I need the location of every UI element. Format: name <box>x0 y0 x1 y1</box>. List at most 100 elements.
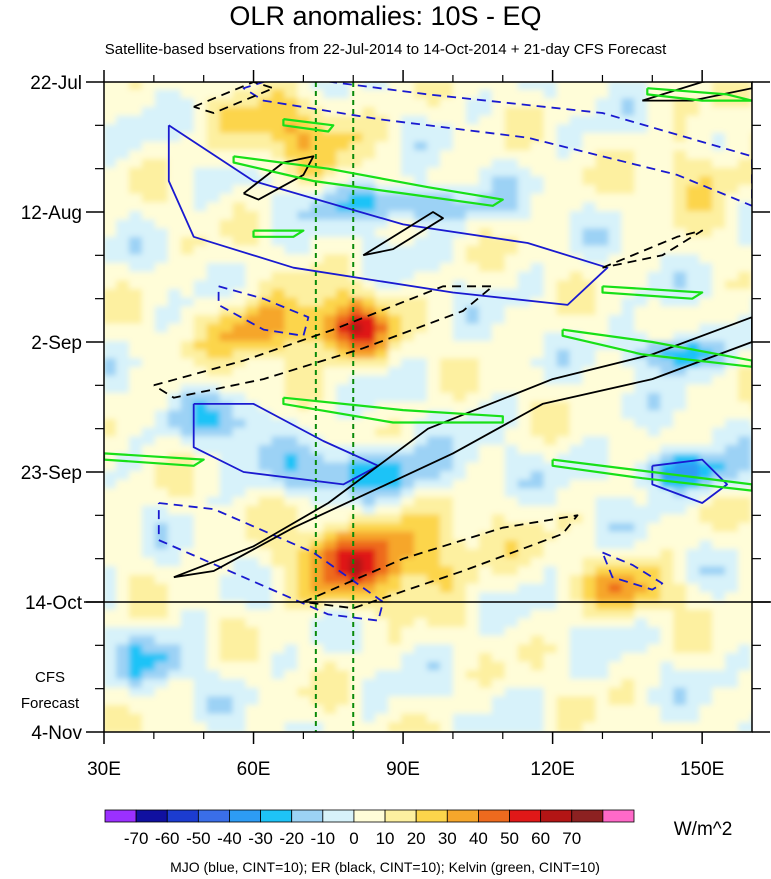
heatmap-cell <box>180 488 196 499</box>
heatmap-cell <box>660 332 676 343</box>
heatmap-cell <box>104 549 118 560</box>
heatmap-cell <box>543 471 559 482</box>
heatmap-cell <box>427 384 442 395</box>
heatmap-cell <box>388 471 404 482</box>
heatmap-cell <box>115 367 131 378</box>
heatmap-cell <box>323 653 339 664</box>
heatmap-cell <box>258 575 274 586</box>
mjo-contour <box>651 458 728 504</box>
heatmap-cell <box>621 462 637 473</box>
heatmap-cell <box>686 150 702 161</box>
heatmap-cell <box>738 705 752 716</box>
heatmap-cell <box>738 653 752 664</box>
heatmap-cell <box>699 82 715 92</box>
heatmap-cell <box>323 159 339 170</box>
heatmap-cell <box>271 124 287 135</box>
heatmap-cell <box>504 687 520 699</box>
heatmap-cell <box>349 609 365 621</box>
heatmap-cell <box>271 505 287 517</box>
heatmap-cell <box>478 211 494 222</box>
heatmap-cell <box>517 211 533 222</box>
heatmap-cell <box>439 315 455 326</box>
heatmap-cell <box>595 82 611 92</box>
heatmap-cell <box>414 514 429 525</box>
heatmap-cell <box>712 479 728 491</box>
heatmap-cell <box>388 107 404 118</box>
heatmap-cell <box>491 601 507 612</box>
heatmap-cell <box>504 133 520 144</box>
heatmap-cell <box>284 627 300 638</box>
heatmap-cell <box>673 263 689 274</box>
heatmap-cell <box>478 358 494 369</box>
heatmap-cell <box>375 323 391 335</box>
heatmap-cell <box>375 661 391 673</box>
heatmap-cell <box>686 653 702 664</box>
heatmap-cell <box>206 497 222 508</box>
heatmap-cell <box>647 98 663 109</box>
heatmap-cell <box>595 609 611 621</box>
heatmap-cell <box>232 445 248 456</box>
heatmap-cell <box>712 427 728 439</box>
heatmap-cell <box>104 185 118 196</box>
heatmap-cell <box>686 289 702 300</box>
heatmap-cell <box>141 237 157 248</box>
heatmap-cell <box>569 488 585 499</box>
heatmap-cell <box>660 185 676 196</box>
heatmap-cell <box>517 557 533 569</box>
heatmap-cell <box>465 566 481 577</box>
heatmap-cell <box>595 445 611 456</box>
heatmap-cell <box>517 505 533 517</box>
heatmap-cell <box>725 566 741 577</box>
heatmap-cell <box>634 419 650 430</box>
heatmap-cell <box>595 219 611 231</box>
heatmap-cell <box>427 601 442 612</box>
heatmap-cell <box>595 367 611 378</box>
heatmap-cell <box>478 661 494 673</box>
heatmap-cell <box>725 393 741 404</box>
heatmap-cell <box>297 479 313 491</box>
heatmap-cell <box>362 280 378 291</box>
heatmap-cell <box>569 393 585 404</box>
heatmap-cell <box>180 436 196 447</box>
heatmap-cell <box>349 280 365 291</box>
heatmap-cell <box>517 462 533 473</box>
heatmap-cell <box>141 471 157 482</box>
heatmap-cell <box>128 609 144 621</box>
heatmap-cell <box>686 141 702 153</box>
heatmap-cell <box>128 133 144 144</box>
heatmap-cell <box>245 254 261 265</box>
heatmap-cell <box>258 367 274 378</box>
heatmap-cell <box>647 341 663 352</box>
heatmap-cell <box>323 323 339 335</box>
heatmap-cell <box>193 159 209 170</box>
heatmap-cell <box>388 89 404 101</box>
heatmap-cell <box>167 540 183 551</box>
heatmap-cell <box>323 471 339 482</box>
heatmap-cell <box>608 393 624 404</box>
heatmap-cell <box>104 488 118 499</box>
heatmap-cell <box>647 566 663 577</box>
heatmap-cell <box>154 82 170 92</box>
heatmap-cell <box>634 618 650 629</box>
heatmap-cell <box>401 297 417 309</box>
heatmap-cell <box>634 427 650 439</box>
heatmap-cell <box>712 176 728 187</box>
heatmap-cell <box>401 618 417 629</box>
heatmap-cell <box>582 419 598 430</box>
heatmap-cell <box>582 115 598 127</box>
heatmap-cell <box>582 618 598 629</box>
heatmap-cell <box>297 505 313 517</box>
heatmap-cell <box>530 531 546 543</box>
heatmap-cell <box>686 540 702 551</box>
heatmap-cell <box>284 237 300 248</box>
heatmap-cell <box>375 141 391 153</box>
heatmap-cell <box>738 289 752 300</box>
heatmap-cell <box>167 358 183 369</box>
heatmap-cell <box>297 82 313 92</box>
heatmap-cell <box>245 471 261 482</box>
heatmap-cell <box>452 176 468 187</box>
heatmap-cell <box>582 150 598 161</box>
heatmap-cell <box>115 566 131 577</box>
heatmap-cell <box>491 653 507 664</box>
heatmap-cell <box>245 393 261 404</box>
